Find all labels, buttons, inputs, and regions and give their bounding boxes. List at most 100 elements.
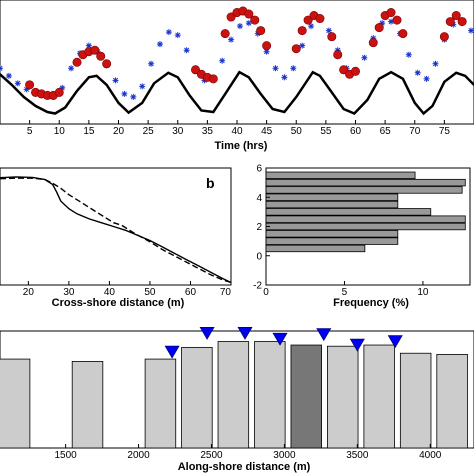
- panel-b-letter: b: [206, 175, 215, 191]
- panel-a-star-point: [68, 65, 75, 72]
- panel-d-x-tick-label: 3500: [346, 450, 369, 461]
- panel-a-star-point: [468, 27, 474, 34]
- panel-d-bars: [0, 341, 468, 449]
- panel-a-x-tick-label: 70: [409, 126, 421, 137]
- panel-a-star-point: [361, 54, 368, 61]
- panel-d-bar-highlighted: [290, 344, 322, 449]
- panel-a-x-tick-label: 20: [113, 126, 125, 137]
- panel-a-star-point: [112, 77, 119, 84]
- panel-d-x-tick-label: 4000: [419, 450, 442, 461]
- panel-a-star-point: [308, 23, 315, 30]
- panel-a-x-tick-label: 30: [172, 126, 184, 137]
- panel-a-star-point: [414, 69, 421, 76]
- panel-a-star-point: [130, 93, 137, 100]
- panel-a-x-tick-label: 35: [202, 126, 214, 137]
- panel-c-bar: [265, 208, 432, 216]
- panel-a-circle-point: [392, 15, 402, 25]
- panel-a-circle-point: [250, 15, 260, 25]
- panel-a-star-point: [432, 60, 439, 67]
- panel-a-star-point: [281, 74, 288, 81]
- panel-a-circle-point: [374, 23, 384, 33]
- panel-a-star-point: [23, 86, 30, 93]
- panel-a-circle-point: [208, 74, 218, 84]
- panel-a-star-point: [290, 65, 297, 72]
- panel-a-star-point: [245, 20, 252, 27]
- panel-a-circle-point: [339, 65, 349, 75]
- panel-a-circle-point: [439, 32, 449, 42]
- panel-a-star-point: [148, 60, 155, 67]
- panel-d-x-tick-label: 1500: [55, 450, 78, 461]
- panel-a-x-tick-label: 5: [27, 126, 33, 137]
- panel-c-x-ticks: 0 5 10: [263, 281, 429, 298]
- panel-d-bar: [327, 345, 359, 449]
- panel-a-circle-point: [333, 50, 343, 60]
- panel-c-bar: [265, 178, 466, 187]
- panel-a-star-point: [299, 42, 306, 49]
- panel-a-star-point: [334, 47, 341, 54]
- panel-c-bar: [265, 186, 463, 194]
- panel-b-x-tick-label: 60: [185, 287, 197, 298]
- panel-a-star-point: [14, 80, 21, 87]
- panel-a-star-point: [59, 84, 66, 91]
- panel-b-profile: 20 30 40 50 60 70 b Cross-shore distance (m): [0, 167, 232, 309]
- panel-d-triangle-marker: [387, 335, 403, 349]
- panel-a-x-tick-label: 75: [439, 126, 451, 137]
- panel-a-circle-point: [96, 51, 106, 61]
- panel-a-star-point: [156, 41, 163, 48]
- panel-a-x-tick-label: 50: [291, 126, 303, 137]
- panel-a-star-point: [263, 48, 270, 55]
- panel-b-x-tick-label: 70: [220, 287, 232, 298]
- panel-a-circle-point: [291, 44, 301, 54]
- panel-a-star-point: [228, 36, 235, 43]
- panel-a-circle-point: [256, 26, 266, 36]
- panel-a-circle-point: [303, 15, 313, 25]
- panel-a-star-point: [174, 32, 181, 39]
- panel-d-bar: [0, 358, 31, 449]
- panel-c-x-tick-label: 10: [417, 287, 429, 298]
- panel-d-triangle-marker: [349, 338, 365, 352]
- panel-d-x-tick-label: 2500: [200, 450, 223, 461]
- panel-a-x-tick-label: 10: [54, 126, 66, 137]
- panel-a-circle-point: [262, 41, 272, 51]
- panel-a-circle-point: [327, 32, 337, 42]
- panel-c-bar: [265, 200, 399, 209]
- panel-d-triangle-marker: [237, 327, 253, 340]
- panel-a-star-point: [423, 75, 430, 82]
- panel-a-star-point: [219, 57, 226, 64]
- panel-d-x-ticks: 1500 2000 2500 3000 3500 4000: [55, 444, 442, 461]
- panel-a-star-point: [236, 23, 243, 30]
- panel-a-x-tick-label: 65: [380, 126, 392, 137]
- panel-a-circle-point: [226, 12, 236, 22]
- panel-a-frame: [0, 0, 474, 125]
- panel-c-y-tick-label: -2: [253, 281, 262, 292]
- panel-b-x-tick-label: 20: [23, 287, 35, 298]
- panel-c-x-axis-label: Frequency (%): [333, 297, 409, 309]
- panel-c-y-tick-label: 2: [256, 222, 262, 233]
- panel-d-alongshore: 1500 2000 2500 3000 3500 4000 Along-shore dis…: [0, 327, 474, 473]
- panel-d-triangle-marker: [164, 345, 180, 359]
- panel-c-bars: [265, 171, 466, 253]
- panel-d-bar: [181, 346, 213, 449]
- panel-b-x-tick-label: 50: [144, 287, 156, 298]
- panel-a-x-tick-label: 25: [143, 126, 155, 137]
- panel-a-star-point: [5, 72, 12, 79]
- panel-b-x-ticks: 20 30 40 50 60 70: [23, 281, 232, 298]
- panel-c-bar: [265, 244, 366, 253]
- panel-a-star-point: [183, 47, 190, 54]
- panel-c-x-tick-label: 5: [342, 287, 348, 298]
- panel-a-star-point: [121, 90, 128, 97]
- panel-a-x-tick-label: 55: [320, 126, 332, 137]
- panel-a-star-point: [0, 65, 3, 72]
- panel-d-triangle-marker: [199, 327, 215, 340]
- panel-c-bar: [265, 237, 399, 245]
- panel-c-y-tick-label: 0: [256, 251, 262, 262]
- panel-b-series: [0, 176, 232, 284]
- panel-d-bar: [144, 358, 177, 449]
- panel-a-star-point: [139, 83, 146, 90]
- panel-a-x-tick-label: 45: [261, 126, 273, 137]
- panel-d-markers: [164, 327, 403, 359]
- panel-d-bar: [399, 352, 432, 449]
- panel-b-dashed-profile: [0, 177, 232, 284]
